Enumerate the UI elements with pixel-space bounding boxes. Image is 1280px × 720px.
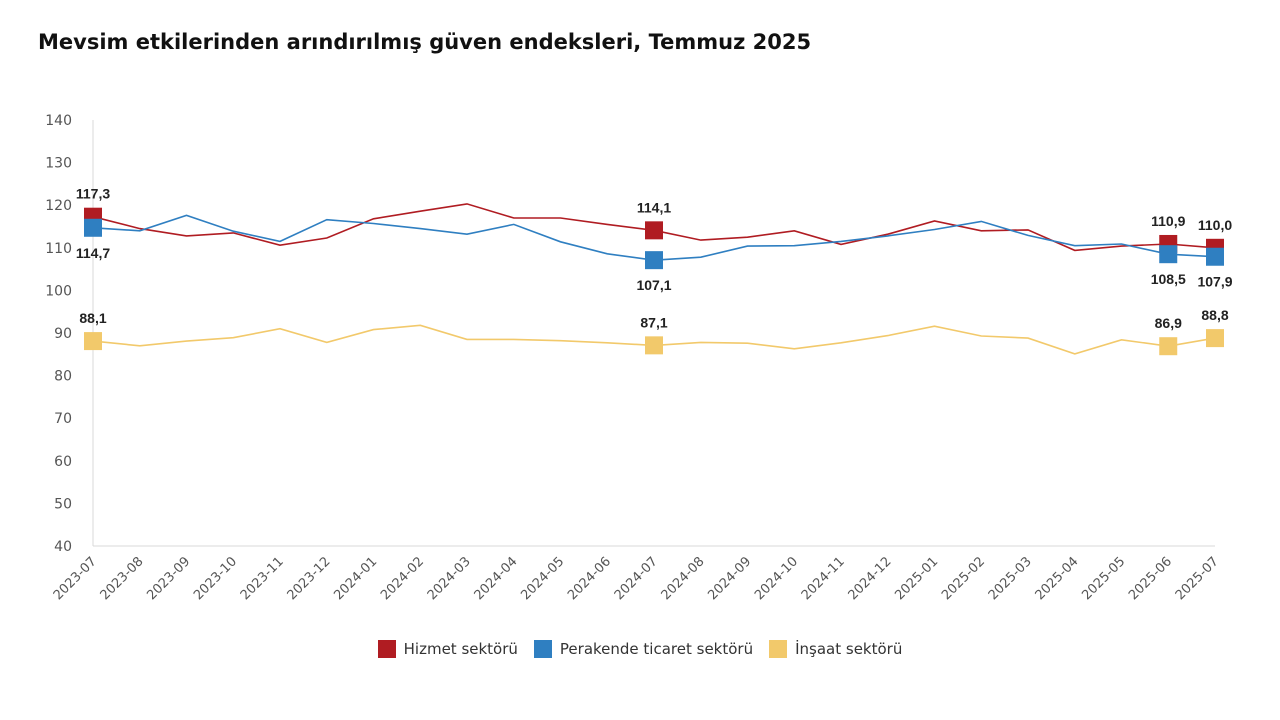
- x-tick-label: 2025-06: [1126, 554, 1175, 603]
- data-point-marker: [84, 218, 102, 237]
- legend-label-insaat: İnşaat sektörü: [795, 640, 903, 658]
- y-tick-label: 140: [45, 113, 72, 129]
- data-point-marker: [645, 221, 663, 240]
- legend-item-insaat[interactable]: İnşaat sektörü: [769, 640, 902, 658]
- data-label: 88,1: [79, 310, 106, 326]
- data-point-marker: [645, 251, 663, 270]
- x-tick-label: 2024-07: [612, 554, 661, 603]
- legend-swatch-hizmet: [377, 640, 396, 658]
- data-label: 114,7: [76, 245, 110, 261]
- chart-legend: Hizmet sektörü Perakende ticaret sektörü…: [0, 640, 1280, 658]
- legend-label-hizmet: Hizmet sektörü: [403, 640, 518, 658]
- x-tick-label: 2025-07: [1173, 554, 1222, 603]
- y-tick-label: 80: [54, 369, 72, 385]
- x-tick-label: 2024-12: [846, 554, 895, 603]
- data-point-marker: [645, 336, 663, 355]
- data-point-marker: [1159, 245, 1178, 264]
- data-label: 88,8: [1201, 307, 1228, 323]
- y-tick-label: 60: [54, 454, 72, 470]
- chart-title: Mevsim etkilerinden arındırılmış güven e…: [38, 30, 812, 54]
- y-tick-label: 120: [45, 198, 72, 214]
- data-point-marker: [1159, 337, 1178, 356]
- x-tick-label: 2023-08: [98, 554, 147, 603]
- legend-swatch-perakende: [533, 640, 552, 658]
- x-tick-label: 2023-09: [144, 554, 193, 603]
- legend-item-hizmet[interactable]: Hizmet sektörü: [377, 640, 518, 658]
- data-point-marker: [84, 332, 102, 351]
- x-tick-label: 2025-04: [1033, 554, 1082, 603]
- x-tick-label: 2024-09: [705, 554, 754, 603]
- data-point-marker: [1206, 247, 1224, 266]
- data-label: 114,1: [637, 199, 671, 215]
- x-tick-label: 2024-01: [331, 554, 380, 603]
- x-tick-label: 2025-01: [892, 554, 941, 603]
- x-tick-label: 2024-02: [378, 554, 427, 603]
- x-tick-label: 2023-07: [51, 554, 100, 603]
- y-tick-label: 130: [45, 156, 72, 172]
- data-label: 110,9: [1151, 213, 1185, 229]
- data-point-marker: [1206, 329, 1224, 348]
- y-tick-label: 50: [54, 496, 72, 512]
- legend-swatch-insaat: [769, 640, 788, 658]
- y-tick-label: 70: [54, 411, 72, 427]
- x-tick-label: 2024-11: [799, 554, 848, 603]
- x-tick-label: 2025-02: [939, 554, 988, 603]
- legend-item-perakende[interactable]: Perakende ticaret sektörü: [533, 640, 754, 658]
- data-label: 117,3: [76, 186, 110, 202]
- x-tick-label: 2024-06: [565, 554, 614, 603]
- data-label: 108,5: [1151, 271, 1186, 287]
- data-label: 87,1: [640, 314, 667, 330]
- x-tick-label: 2025-03: [986, 554, 1035, 603]
- x-tick-label: 2024-08: [659, 554, 708, 603]
- data-label: 110,0: [1198, 217, 1232, 233]
- y-tick-label: 40: [54, 539, 72, 555]
- data-label: 86,9: [1155, 315, 1182, 331]
- x-tick-label: 2024-05: [518, 554, 567, 603]
- x-tick-label: 2023-12: [285, 554, 334, 603]
- x-tick-label: 2023-10: [191, 554, 240, 603]
- legend-label-perakende: Perakende ticaret sektörü: [559, 640, 754, 658]
- x-tick-label: 2024-04: [472, 554, 521, 603]
- x-tick-label: 2023-11: [238, 554, 287, 603]
- x-tick-label: 2024-03: [425, 554, 474, 603]
- data-label: 107,9: [1197, 274, 1232, 290]
- y-tick-label: 90: [54, 326, 72, 342]
- y-tick-label: 110: [45, 241, 72, 257]
- data-label: 107,1: [636, 277, 671, 293]
- x-tick-label: 2024-10: [752, 554, 801, 603]
- y-tick-label: 100: [45, 283, 72, 299]
- x-tick-label: 2025-05: [1079, 554, 1128, 603]
